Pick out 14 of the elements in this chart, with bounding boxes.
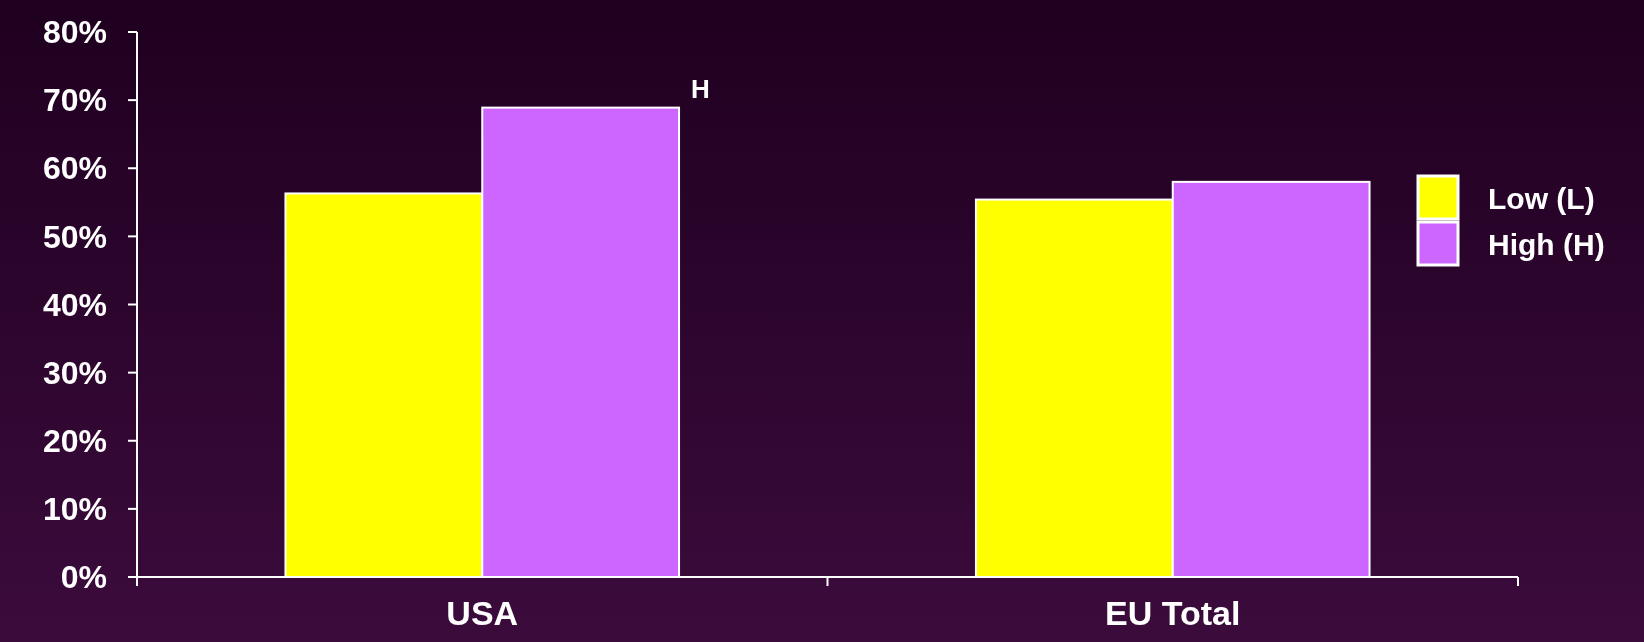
x-tick-label: EU Total xyxy=(1105,594,1241,632)
y-tick-label: 50% xyxy=(42,218,107,255)
y-tick-label: 30% xyxy=(42,354,107,391)
legend-label: High (H) xyxy=(1488,227,1605,261)
legend-label: Low (L) xyxy=(1488,181,1595,215)
y-tick-label: 0% xyxy=(60,559,107,596)
y-tick-label: 60% xyxy=(42,150,107,187)
x-tick-label: USA xyxy=(446,594,519,632)
y-tick-label: 80% xyxy=(42,14,107,51)
y-tick-label: 20% xyxy=(42,422,107,459)
y-tick-label: 40% xyxy=(42,286,107,323)
y-tick-label: 10% xyxy=(42,491,107,528)
y-tick-label: 70% xyxy=(42,82,107,119)
annotation: H xyxy=(691,73,710,104)
